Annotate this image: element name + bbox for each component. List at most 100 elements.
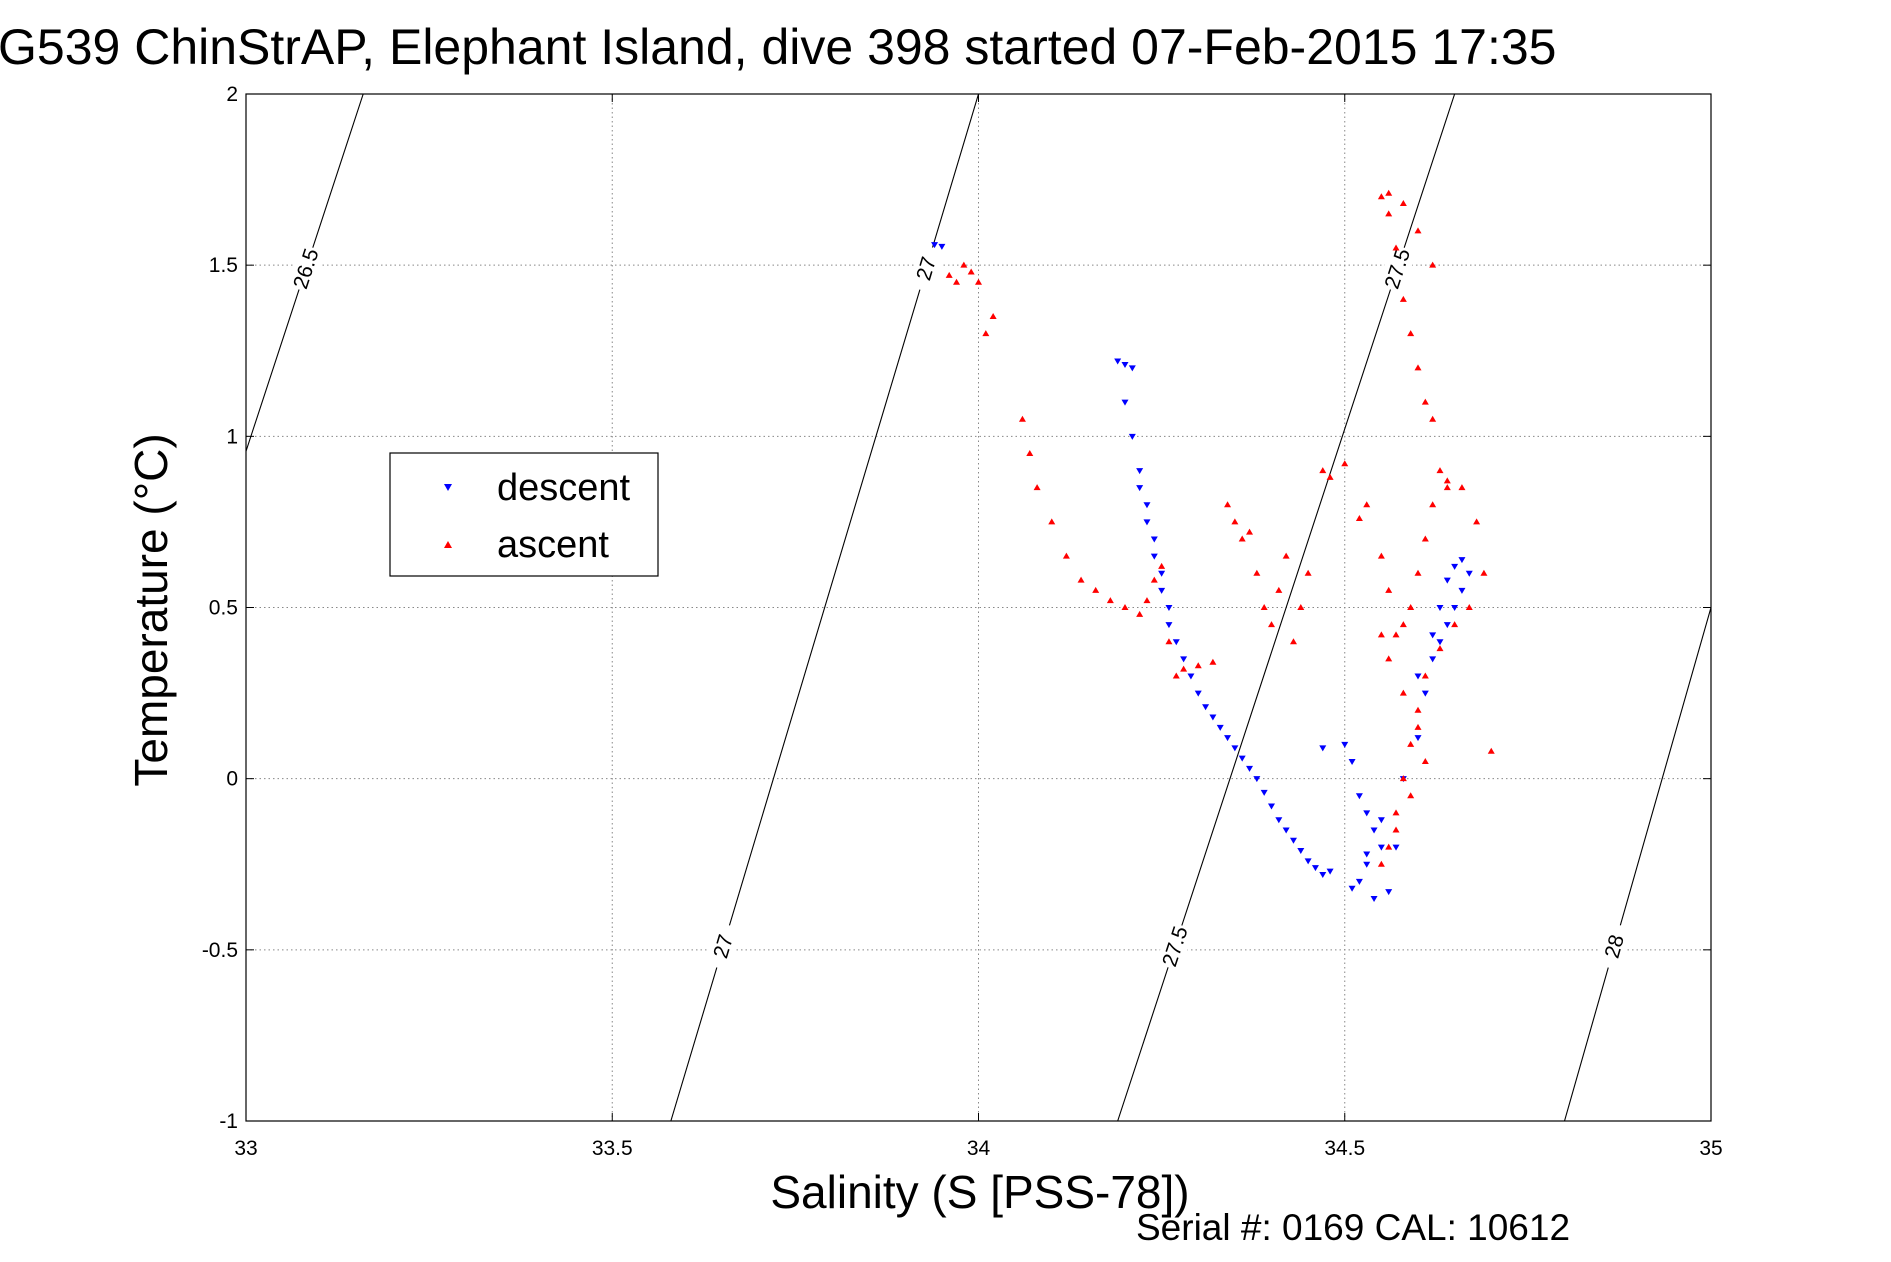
ascent-point xyxy=(1158,562,1166,569)
descent-point xyxy=(1150,553,1158,560)
ascent-point xyxy=(1421,535,1429,542)
descent-point xyxy=(1260,789,1268,796)
descent-point xyxy=(1165,622,1173,629)
ascent-point xyxy=(1443,477,1451,484)
descent-point xyxy=(1202,704,1210,711)
ascent-point xyxy=(1429,501,1437,508)
data-points xyxy=(931,189,1495,902)
legend-marker-descent xyxy=(444,484,452,491)
descent-point xyxy=(1143,502,1151,509)
contour-label-bg xyxy=(286,243,326,294)
descent-point xyxy=(1355,793,1363,800)
descent-point xyxy=(1363,851,1371,858)
ascent-point xyxy=(1414,227,1422,234)
ascent-point xyxy=(1385,210,1393,217)
descent-point xyxy=(1385,889,1393,896)
contour-label: 27 xyxy=(704,921,742,972)
axis-ticks: 33 33.5 34 34.5 35 -1 -0.5 0 0.5 1 1.5 2 xyxy=(202,83,1723,1160)
ascent-point xyxy=(1473,518,1481,525)
descent-point xyxy=(1231,745,1239,752)
descent-point xyxy=(1421,690,1429,697)
descent-point xyxy=(1348,759,1356,766)
ascent-point xyxy=(1487,747,1495,754)
ascent-point xyxy=(1414,706,1422,713)
ascent-point xyxy=(960,261,968,268)
ascent-point xyxy=(1260,604,1268,610)
ascent-point xyxy=(1399,689,1407,696)
ascent-point xyxy=(1180,665,1188,672)
ascent-point xyxy=(1048,518,1056,525)
contour-label-bg xyxy=(907,243,945,294)
ascent-point xyxy=(1268,621,1275,628)
y-tick-label: 1.5 xyxy=(209,254,238,277)
contour-label-bg xyxy=(1155,921,1195,972)
ascent-point xyxy=(1224,501,1232,508)
descent-point xyxy=(1436,639,1444,646)
descent-point xyxy=(1216,724,1224,731)
ascent-point xyxy=(1385,655,1393,662)
descent-point xyxy=(1165,605,1173,611)
contour-label: 27.5 xyxy=(1155,921,1195,972)
ascent-point xyxy=(1392,826,1400,833)
ascent-point xyxy=(1392,244,1400,251)
descent-point xyxy=(1275,817,1283,824)
ascent-point xyxy=(1443,484,1451,491)
descent-point xyxy=(1143,519,1151,526)
ascent-point xyxy=(1377,631,1385,638)
ascent-point xyxy=(1436,645,1444,652)
ascent-point xyxy=(1399,295,1407,302)
ascent-point xyxy=(1392,809,1400,816)
descent-point xyxy=(1348,885,1356,892)
contour-label-bg xyxy=(1595,921,1633,972)
descent-point xyxy=(1319,745,1327,752)
descent-point xyxy=(1268,803,1275,810)
descent-point xyxy=(1114,358,1122,365)
contour-label-bg xyxy=(1378,243,1417,294)
descent-point xyxy=(1136,485,1144,492)
ascent-point xyxy=(1480,569,1488,576)
descent-point xyxy=(1458,587,1466,594)
ascent-point xyxy=(1421,398,1429,405)
descent-point xyxy=(1187,673,1195,680)
ascent-point xyxy=(1429,415,1437,422)
ascent-point xyxy=(1458,484,1466,491)
ascent-point xyxy=(1282,552,1290,559)
ascent-point xyxy=(1304,569,1312,576)
ascent-point xyxy=(1209,658,1217,665)
ascent-point xyxy=(1407,604,1415,610)
ascent-point xyxy=(1275,586,1283,593)
y-tick-label: 0.5 xyxy=(209,597,238,620)
descent-point xyxy=(1377,844,1385,851)
ascent-point xyxy=(1319,467,1327,474)
descent-point xyxy=(1465,570,1473,577)
ascent-point xyxy=(1385,586,1393,593)
series-descent xyxy=(931,242,1473,902)
descent-point xyxy=(1246,765,1254,772)
ascent-point xyxy=(1385,189,1393,196)
ascent-point xyxy=(1385,843,1393,850)
ascent-point xyxy=(1326,473,1334,480)
y-tick-label: -0.5 xyxy=(202,939,238,962)
descent-point xyxy=(1429,632,1437,639)
ascent-point xyxy=(953,278,961,285)
ascent-point xyxy=(1143,597,1151,604)
descent-point xyxy=(1128,433,1136,440)
ascent-point xyxy=(1436,467,1444,474)
descent-point xyxy=(1363,861,1371,868)
legend: descent ascent xyxy=(389,452,659,577)
descent-point xyxy=(1451,563,1459,570)
ascent-point xyxy=(1253,569,1261,576)
ascent-point xyxy=(1414,364,1422,371)
ascent-point xyxy=(1289,638,1297,645)
ascent-point xyxy=(1399,775,1407,782)
y-tick-label: 0 xyxy=(226,768,238,791)
ascent-point xyxy=(1399,621,1407,628)
ascent-point xyxy=(945,271,953,278)
ascent-point xyxy=(1121,604,1129,610)
descent-point xyxy=(1443,622,1451,629)
x-tick-label: 33.5 xyxy=(592,1137,633,1160)
legend-box xyxy=(389,452,659,577)
descent-point xyxy=(1363,810,1371,817)
